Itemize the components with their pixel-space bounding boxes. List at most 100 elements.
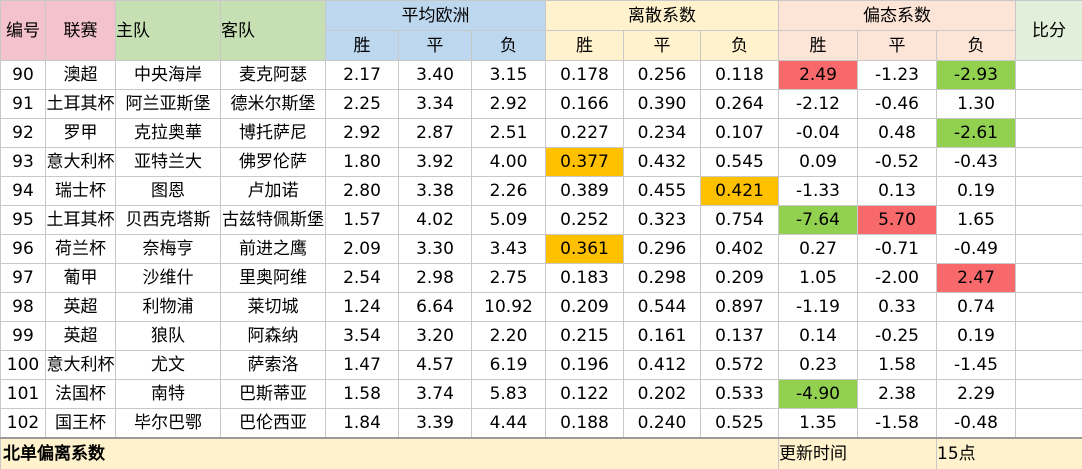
cell: 奈梅亨	[115, 234, 221, 264]
cell: 2.98	[398, 263, 472, 293]
cell: 0.533	[700, 379, 779, 409]
highlighted-cell: -2.93	[936, 60, 1016, 90]
cell: 0.161	[623, 321, 701, 351]
data-row: 100 意大利杯 尤文 萨索洛 1.47 4.57 6.19 0.196 0.412 0.572 0…	[0, 350, 1082, 380]
data-row: 102 国王杯 毕尔巴鄂 巴伦西亚 1.84 3.39 4.44 0.188 0.240 0.52…	[0, 408, 1082, 439]
update-label: 更新时间	[778, 437, 937, 469]
cell: 2.17	[325, 60, 399, 90]
cell: 99	[0, 321, 46, 351]
highlighted-cell: 2.49	[778, 60, 858, 90]
cell: 6.19	[471, 350, 546, 380]
cell: 荷兰杯	[45, 234, 116, 264]
cell: 狼队	[115, 321, 221, 351]
data-row: 92 罗甲 克拉奥華 博托萨尼 2.92 2.87 2.51 0.227 0.234 0.107-…	[0, 118, 1082, 148]
cell: -2.00	[857, 263, 937, 293]
cell: -1.23	[857, 60, 937, 90]
cell: 0.74	[936, 292, 1016, 322]
cell: 2.09	[325, 234, 399, 264]
cell: 0.122	[545, 379, 624, 409]
highlighted-cell: 2.47	[936, 263, 1016, 293]
cell: 0.389	[545, 176, 624, 206]
cell: 佛罗伦萨	[220, 147, 326, 177]
cell: 巴斯蒂亚	[220, 379, 326, 409]
cell: 0.183	[545, 263, 624, 293]
subheader-row: 胜平负胜平负胜平负	[1, 30, 1082, 61]
cell: 0.390	[623, 89, 701, 119]
cell: 6.64	[398, 292, 472, 322]
cell: 0.215	[545, 321, 624, 351]
cell: 1.80	[325, 147, 399, 177]
cell: 瑞士杯	[45, 176, 116, 206]
cell: 前进之鹰	[220, 234, 326, 264]
cell: 3.43	[471, 234, 546, 264]
cell: 95	[0, 205, 46, 235]
cell: 罗甲	[45, 118, 116, 148]
cell: 102	[0, 408, 46, 439]
cell: 毕尔巴鄂	[115, 408, 221, 439]
cell: 90	[0, 60, 46, 90]
cell: 3.39	[398, 408, 472, 439]
cell: -0.71	[857, 234, 937, 264]
cell: 南特	[115, 379, 221, 409]
cell: 1.47	[325, 350, 399, 380]
cell: 0.234	[623, 118, 701, 148]
cell: 1.05	[778, 263, 858, 293]
highlighted-cell: 5.70	[857, 205, 937, 235]
data-row: 93 意大利杯 亚特兰大 佛罗伦萨 1.80 3.92 4.00 0.377 0.432 0.54…	[0, 147, 1082, 177]
footer-row: 北单偏离系数 更新时间 15点	[0, 437, 1082, 469]
cell: -1.45	[936, 350, 1016, 380]
cell: 3.74	[398, 379, 472, 409]
cell: 3.92	[398, 147, 472, 177]
cell: 澳超	[45, 60, 116, 90]
cell: 4.57	[398, 350, 472, 380]
cell: 93	[0, 147, 46, 177]
cell: 3.20	[398, 321, 472, 351]
cell: 4.02	[398, 205, 472, 235]
cell: 博托萨尼	[220, 118, 326, 148]
cell: 0.432	[623, 147, 701, 177]
cell: 3.54	[325, 321, 399, 351]
cell: 2.75	[471, 263, 546, 293]
sub-header: 平	[857, 30, 937, 61]
cell: 尤文	[115, 350, 221, 380]
cell: 0.402	[700, 234, 779, 264]
cell: 0.525	[700, 408, 779, 439]
column-header: 主队	[115, 0, 221, 61]
cell: 92	[0, 118, 46, 148]
cell: 0.14	[778, 321, 858, 351]
cell: 0.118	[700, 60, 779, 90]
column-header: 比分	[1015, 0, 1082, 61]
group-header: 离散系数	[545, 0, 779, 31]
data-row: 94 瑞士杯 图恩 卢加诺 2.80 3.38 2.26 0.389 0.455 0.421 -1.…	[0, 176, 1082, 206]
cell: -1.33	[778, 176, 858, 206]
cell: 0.137	[700, 321, 779, 351]
cell: 0.256	[623, 60, 701, 90]
cell: 阿兰亚斯堡	[115, 89, 221, 119]
cell: -1.19	[778, 292, 858, 322]
cell: 2.38	[857, 379, 937, 409]
cell: 沙维什	[115, 263, 221, 293]
highlighted-cell: -2.61	[936, 118, 1016, 148]
cell: 亚特兰大	[115, 147, 221, 177]
cell: 0.178	[545, 60, 624, 90]
cell: 1.58	[857, 350, 937, 380]
cell: 0.264	[700, 89, 779, 119]
highlighted-cell: 0.377	[545, 147, 624, 177]
data-row: 95 土耳其杯 贝西克塔斯 古兹特佩斯堡 1.57 4.02 5.09 0.252 0.323 0…	[0, 205, 1082, 235]
score-cell	[1015, 350, 1082, 380]
sub-header: 胜	[778, 30, 858, 61]
cell: 土耳其杯	[45, 205, 116, 235]
cell: 3.15	[471, 60, 546, 90]
cell: 2.29	[936, 379, 1016, 409]
cell: 0.412	[623, 350, 701, 380]
cell: -0.48	[936, 408, 1016, 439]
cell: 0.202	[623, 379, 701, 409]
cell: 96	[0, 234, 46, 264]
score-cell	[1015, 118, 1082, 148]
cell: -0.49	[936, 234, 1016, 264]
cell: 0.107	[700, 118, 779, 148]
cell: 0.48	[857, 118, 937, 148]
